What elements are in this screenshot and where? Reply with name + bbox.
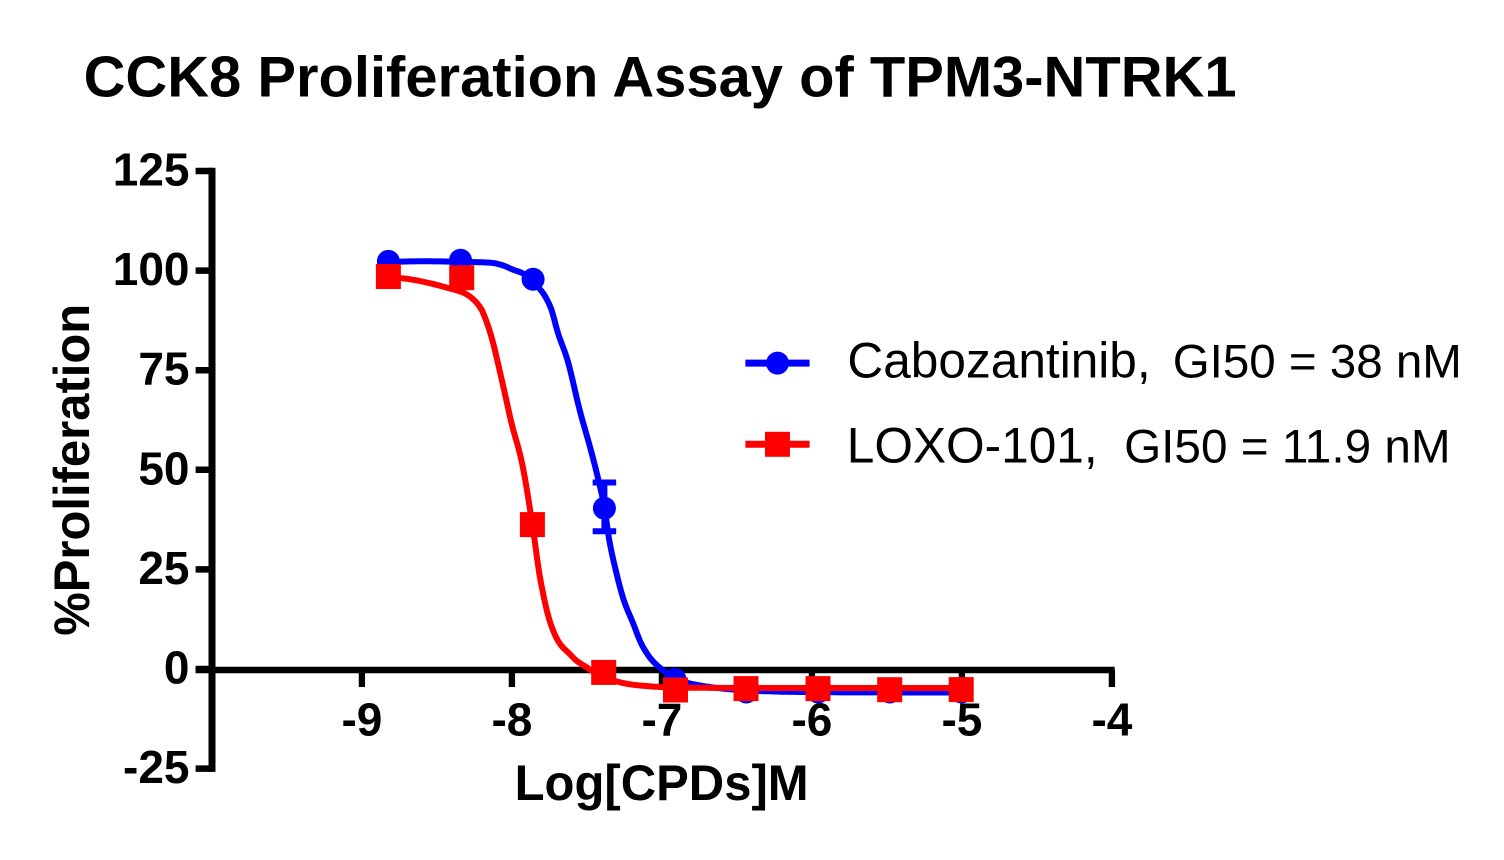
svg-text:-25: -25 bbox=[123, 741, 189, 793]
svg-text:-8: -8 bbox=[491, 693, 532, 745]
svg-text:75: 75 bbox=[138, 343, 189, 395]
svg-text:100: 100 bbox=[113, 243, 190, 295]
svg-text:125: 125 bbox=[113, 144, 190, 196]
svg-text:0: 0 bbox=[164, 642, 190, 694]
svg-text:-9: -9 bbox=[341, 693, 382, 745]
svg-text:GI50 = 38 nM: GI50 = 38 nM bbox=[1173, 336, 1462, 389]
svg-text:Log[CPDs]M: Log[CPDs]M bbox=[515, 755, 809, 811]
svg-text:CCK8 Proliferation Assay of TP: CCK8 Proliferation Assay of TPM3-NTRK1 bbox=[84, 46, 1237, 110]
svg-text:-6: -6 bbox=[791, 693, 832, 745]
svg-text:Cabozantinib,: Cabozantinib, bbox=[847, 333, 1150, 389]
svg-text:LOXO-101,: LOXO-101, bbox=[847, 418, 1098, 474]
svg-text:50: 50 bbox=[138, 442, 189, 494]
svg-text:-4: -4 bbox=[1091, 693, 1132, 745]
svg-text:25: 25 bbox=[138, 542, 189, 594]
svg-text:%Proliferation: %Proliferation bbox=[44, 304, 100, 636]
svg-text:GI50 = 11.9 nM: GI50 = 11.9 nM bbox=[1124, 421, 1451, 474]
